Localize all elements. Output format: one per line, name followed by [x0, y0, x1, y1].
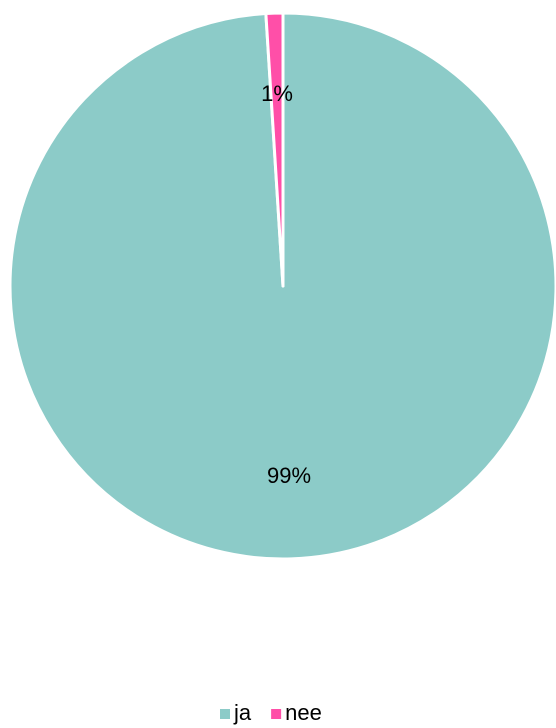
- legend-swatch: [220, 709, 230, 719]
- data-label: 99%: [267, 463, 311, 488]
- legend-label: nee: [285, 700, 322, 725]
- data-label: 1%: [261, 81, 293, 106]
- pie-slice: [264, 11, 285, 288]
- legend-swatch: [271, 709, 282, 719]
- legend-label: ja: [233, 700, 252, 725]
